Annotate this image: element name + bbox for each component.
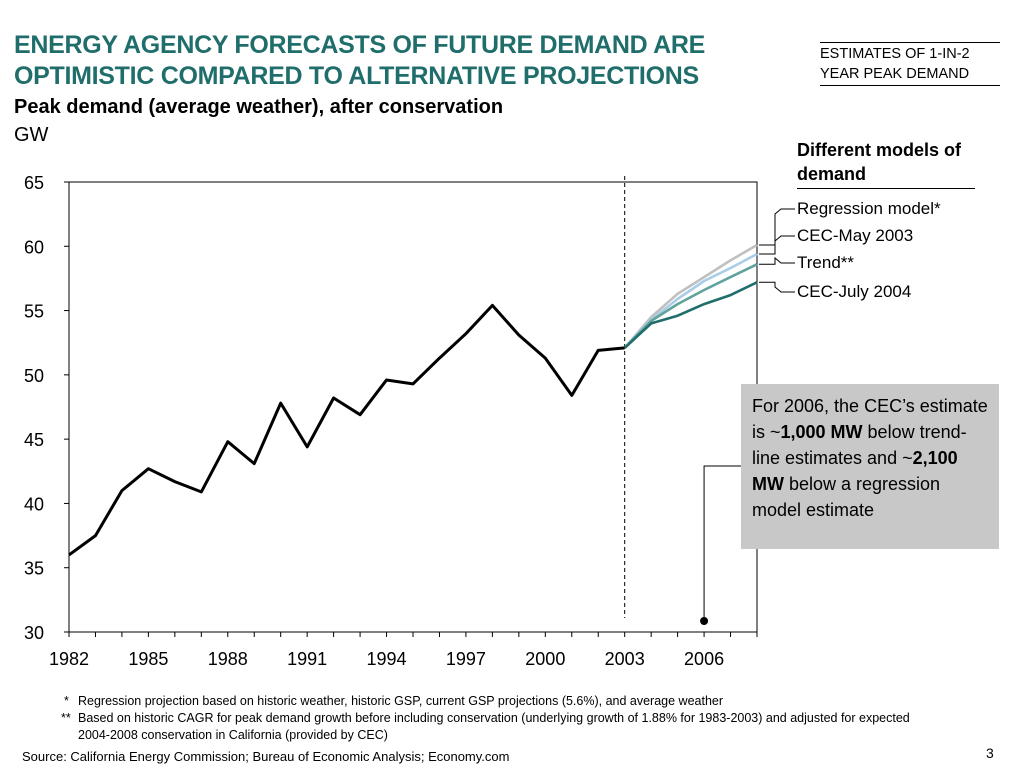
- callout-pointer-line: [703, 465, 741, 621]
- legend-heading: Different models of demand: [797, 138, 975, 189]
- x-tick-label: 1997: [446, 649, 486, 669]
- y-tick-label: 65: [24, 173, 44, 193]
- x-tick-label: 2000: [525, 649, 565, 669]
- chart-subtitle: Peak demand (average weather), after con…: [14, 96, 504, 118]
- series-line-regression-model: [623, 243, 758, 349]
- x-tick-label: 1991: [287, 649, 327, 669]
- legend-leader-line: [759, 281, 795, 293]
- callout-box: For 2006, the CEC’s estimate is ~1,000 M…: [741, 384, 999, 549]
- series-line-trend: [623, 263, 758, 349]
- callout-text: below a regression model estimate: [752, 474, 941, 520]
- x-tick-label: 1994: [367, 649, 407, 669]
- x-tick-label: 1985: [128, 649, 168, 669]
- footnote-trend: Based on historic CAGR for peak demand g…: [78, 711, 910, 742]
- series-line-cec-may-2003: [623, 252, 758, 349]
- y-tick-label: 40: [24, 494, 44, 514]
- page-title: ENERGY AGENCY FORECASTS OF FUTURE DEMAND…: [14, 31, 706, 90]
- x-tick-label: 1988: [208, 649, 248, 669]
- y-tick-label: 60: [24, 237, 44, 257]
- callout-pointer-dot: [700, 617, 709, 625]
- legend-item-cec-may-2003: CEC-May 2003: [797, 226, 914, 245]
- x-tick-label: 2006: [684, 649, 724, 669]
- page-number: 3: [986, 745, 994, 761]
- y-tick-label: 55: [24, 302, 44, 322]
- plot-frame: [68, 181, 758, 633]
- y-tick-label: 45: [24, 430, 44, 450]
- legend-leader-line: [759, 208, 795, 246]
- legend-leader-line: [759, 235, 795, 255]
- y-tick-label: 35: [24, 559, 44, 579]
- callout-bold-value: 1,000 MW: [780, 422, 863, 442]
- legend-item-cec-july-2004: CEC-July 2004: [797, 282, 912, 301]
- unit-label: GW: [14, 124, 49, 146]
- footnote-mark: *: [64, 694, 69, 708]
- x-tick-label: 2003: [605, 649, 645, 669]
- source-note: Source: California Energy Commission; Bu…: [22, 749, 510, 764]
- callout-text: below trend-line estimates and ~: [752, 422, 967, 468]
- series-line-cec-july-2004: [623, 281, 758, 349]
- legend-item-trend: Trend**: [797, 253, 855, 272]
- footnote-mark: **: [61, 711, 71, 725]
- callout-bold-value: 2,100 MW: [752, 448, 958, 494]
- callout-text: For 2006, the CEC’s estimate is ~: [752, 396, 988, 442]
- y-tick-label: 30: [24, 623, 44, 643]
- series-line-historical: [68, 303, 625, 557]
- x-tick-label: 1982: [49, 649, 89, 669]
- legend-leader-line: [759, 256, 795, 265]
- y-tick-label: 50: [24, 366, 44, 386]
- legend-item-regression: Regression model*: [797, 199, 941, 218]
- footnote-regression: Regression projection based on historic …: [78, 694, 724, 708]
- estimate-tag: ESTIMATES OF 1-IN-2 YEAR PEAK DEMAND: [820, 42, 1000, 86]
